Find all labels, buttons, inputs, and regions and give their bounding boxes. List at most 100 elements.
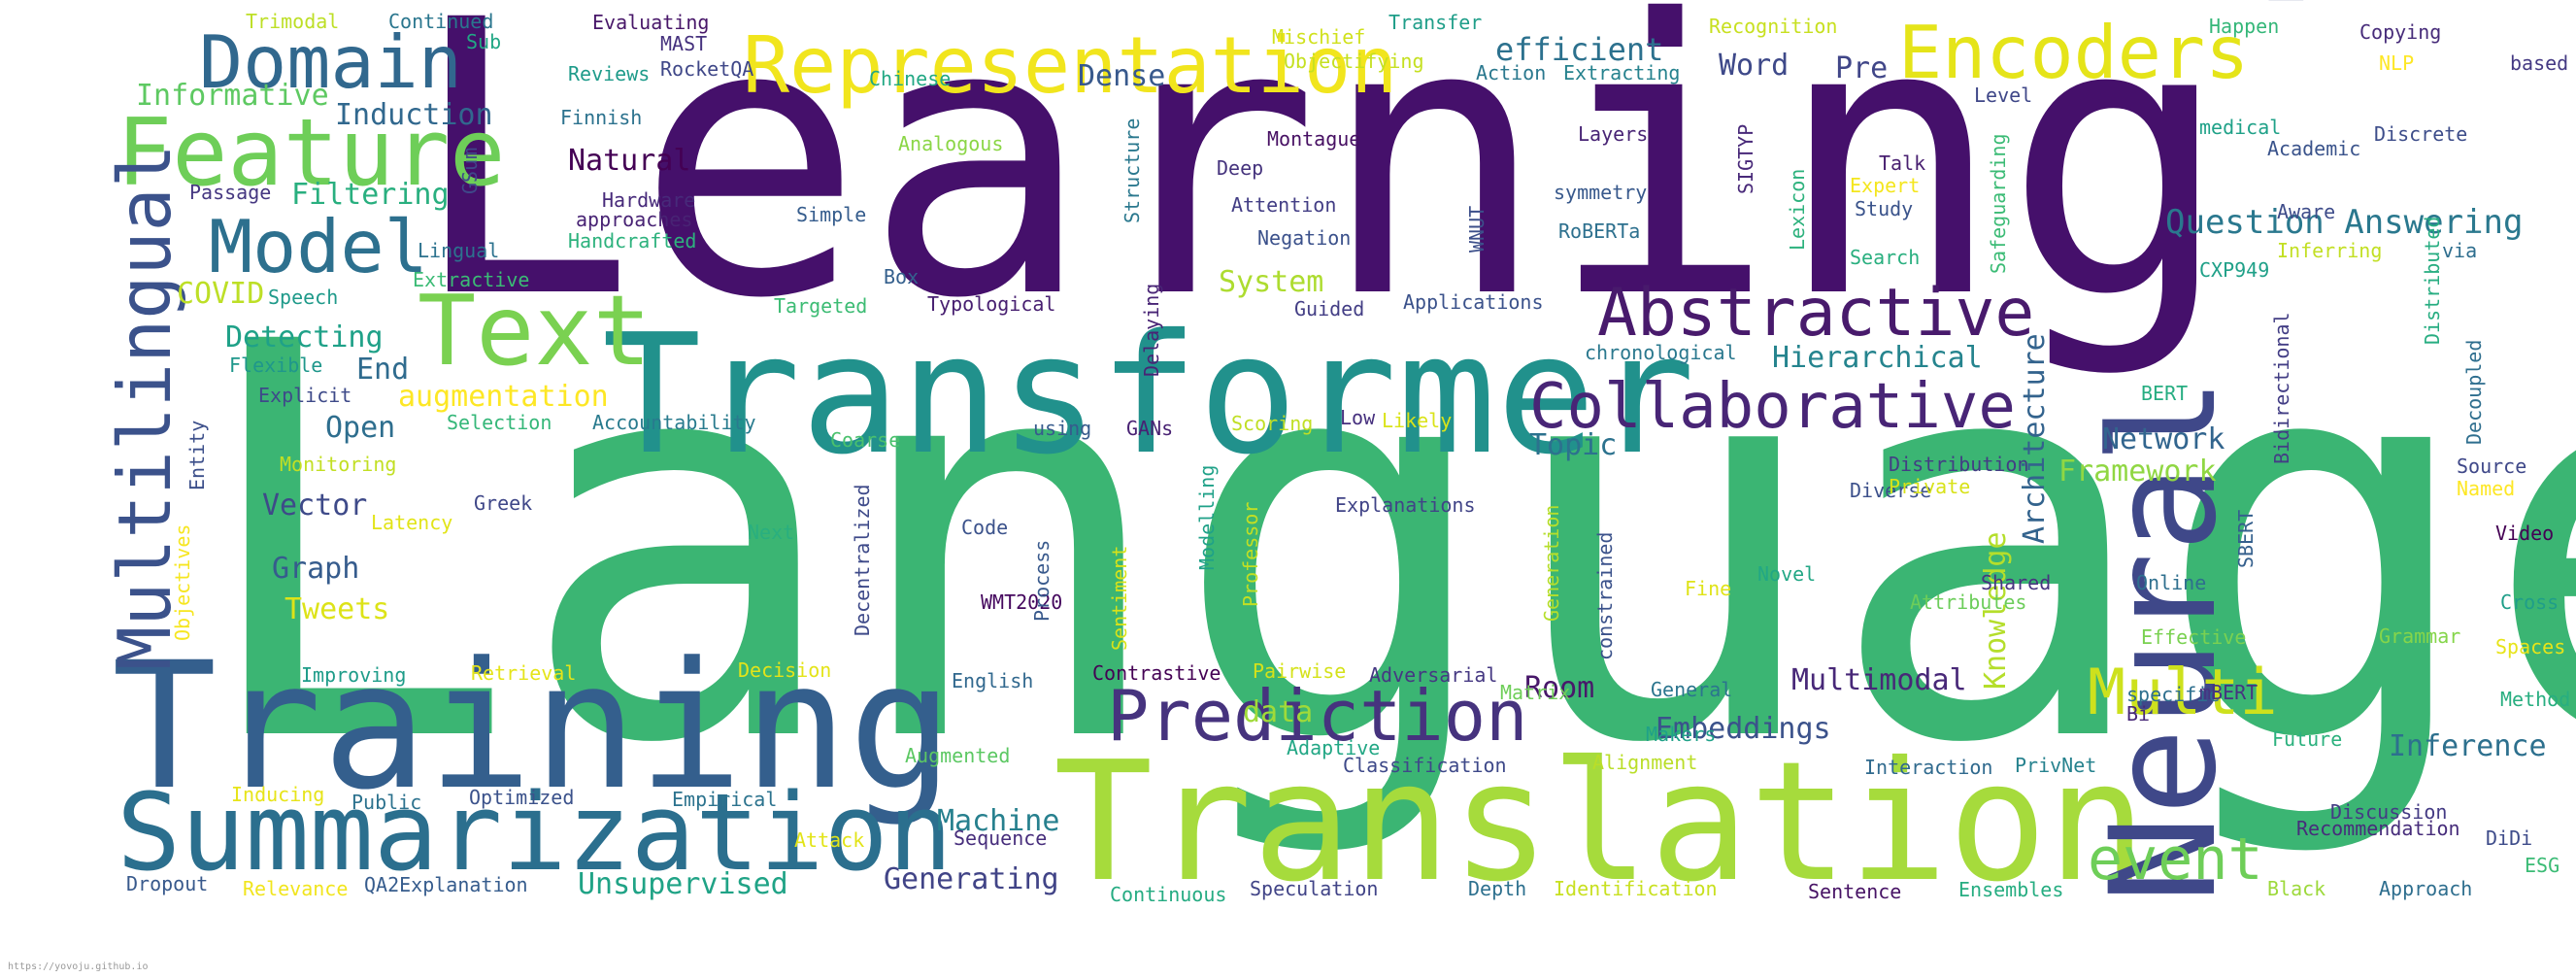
word-chronological: chronological (1585, 341, 1737, 364)
word-contrastive: Contrastive (1092, 661, 1221, 685)
word-hardware: Hardware (602, 188, 695, 212)
word-summarization: Summarization (117, 770, 953, 894)
word-topic: Topic (1529, 428, 1617, 462)
word-augmentation: augmentation (398, 380, 609, 414)
word-optimized: Optimized (469, 786, 574, 809)
word-search: Search (1850, 246, 1920, 269)
word-ensembles: Ensembles (1958, 878, 2063, 901)
word-induction: Induction (335, 98, 493, 132)
word-speculation: Speculation (1250, 877, 1378, 900)
word-interaction: Interaction (1864, 756, 1992, 779)
word-retrieval: Retrieval (471, 661, 576, 685)
word-end: End (356, 353, 409, 387)
word-simple: Simple (796, 203, 866, 226)
word-effective: Effective (2141, 625, 2246, 649)
word-scoring: Scoring (1231, 412, 1313, 435)
word-code: Code (961, 516, 1008, 539)
word-multilingual: Multilingual (102, 144, 187, 670)
word-esg: ESG (2525, 854, 2559, 877)
word-symmetry: symmetry (1554, 181, 1647, 204)
word-action: Action (1476, 61, 1546, 84)
word-constrained: constrained (1593, 532, 1617, 660)
word-study: Study (1855, 197, 1913, 220)
word-black: Black (2267, 877, 2325, 900)
source-url: https://yovoju.github.io (8, 961, 149, 972)
word-next: Next (748, 521, 794, 544)
word-montague: Montague (1267, 127, 1360, 151)
word-model: Model (209, 204, 428, 289)
word-continued: Continued (388, 10, 493, 33)
word-decoupled: Decoupled (2462, 340, 2486, 445)
word-extracting: Extracting (1563, 61, 1680, 84)
word-nlp: NLP (2379, 51, 2414, 75)
word-representation: Representation (743, 20, 1397, 111)
word-accountability: Accountability (592, 411, 756, 434)
word-word: Word (1719, 49, 1789, 83)
word-efficient: efficient (1495, 31, 1663, 68)
word-sentence: Sentence (1808, 880, 1901, 903)
word-distributed: Distributed (2421, 217, 2444, 345)
word-recognition: Recognition (1709, 15, 1837, 38)
word-gans: GANs (1126, 417, 1173, 440)
word-spaces: Spaces (2495, 635, 2565, 658)
word-inference: Inference (2389, 729, 2547, 763)
word-named: Named (2457, 477, 2515, 500)
word-cross: Cross (2500, 590, 2559, 614)
word-mischief: Mischief (1272, 25, 1365, 49)
word-filtering: Filtering (291, 178, 450, 212)
word-informative: Informative (136, 79, 329, 113)
word-embeddings: Embeddings (1656, 712, 1831, 746)
word-structure: Structure (1121, 118, 1144, 223)
word-framework: Framework (2058, 455, 2217, 489)
word-extractive: Extractive (413, 268, 529, 291)
word-attack: Attack (794, 828, 864, 852)
word-approach: Approach (2379, 877, 2472, 900)
word-translation: Translation (1054, 726, 2147, 919)
word-grammar: Grammar (2379, 624, 2460, 648)
word-based: based (2510, 51, 2568, 75)
word-matrix: Matrix (1500, 681, 1570, 704)
word-copying: Copying (2359, 20, 2441, 44)
word-public: Public (351, 791, 421, 814)
word-gsum: GSum (458, 148, 482, 194)
word-mast: MAST (660, 32, 707, 55)
word-open: Open (325, 411, 395, 445)
word-empirical: Empirical (672, 788, 777, 811)
word-explanations: Explanations (1335, 493, 1476, 517)
word-tweets: Tweets (284, 592, 389, 626)
word-guided: Guided (1294, 297, 1364, 320)
word-unsupervised: Unsupervised (578, 867, 788, 901)
word-sequence: Sequence (953, 826, 1047, 850)
word-attributes: Attributes (1910, 590, 2026, 614)
word-machine: Machine (937, 804, 1059, 838)
word-alignment: Alignment (1592, 751, 1697, 774)
word-data: data (1243, 695, 1313, 729)
word-identification: Identification (1554, 877, 1718, 900)
word-distribution: Distribution (1889, 453, 2029, 476)
word-room: Room (1524, 671, 1594, 705)
word-pairwise: Pairwise (1253, 659, 1346, 683)
word-video: Video (2495, 522, 2554, 545)
word-selection: Selection (447, 411, 552, 434)
word-decision: Decision (738, 658, 831, 682)
word-safeguarding: Safeguarding (1987, 134, 2010, 275)
word-method: Method (2500, 688, 2570, 711)
word-source: Source (2457, 455, 2526, 478)
word-natural: Natural (568, 144, 690, 178)
word-latency: Latency (371, 511, 452, 534)
word-cxp949: CXP949 (2199, 258, 2269, 282)
word-generation: Generation (1540, 505, 1563, 622)
word-bidirectional: Bidirectional (2270, 312, 2293, 464)
word-entity: Entity (185, 421, 209, 490)
word-depth: Depth (1468, 877, 1526, 900)
word-attention: Attention (1231, 193, 1336, 217)
word-professor: Professor (1239, 502, 1262, 607)
word-system: System (1219, 265, 1323, 299)
word-adversarial: Adversarial (1369, 663, 1497, 687)
word-process: Process (1030, 540, 1054, 622)
word-discrete: Discrete (2374, 122, 2467, 146)
word-explicit: Explicit (258, 384, 351, 407)
word-sentiment: Sentiment (1108, 546, 1131, 651)
word-passage: Passage (189, 181, 271, 204)
